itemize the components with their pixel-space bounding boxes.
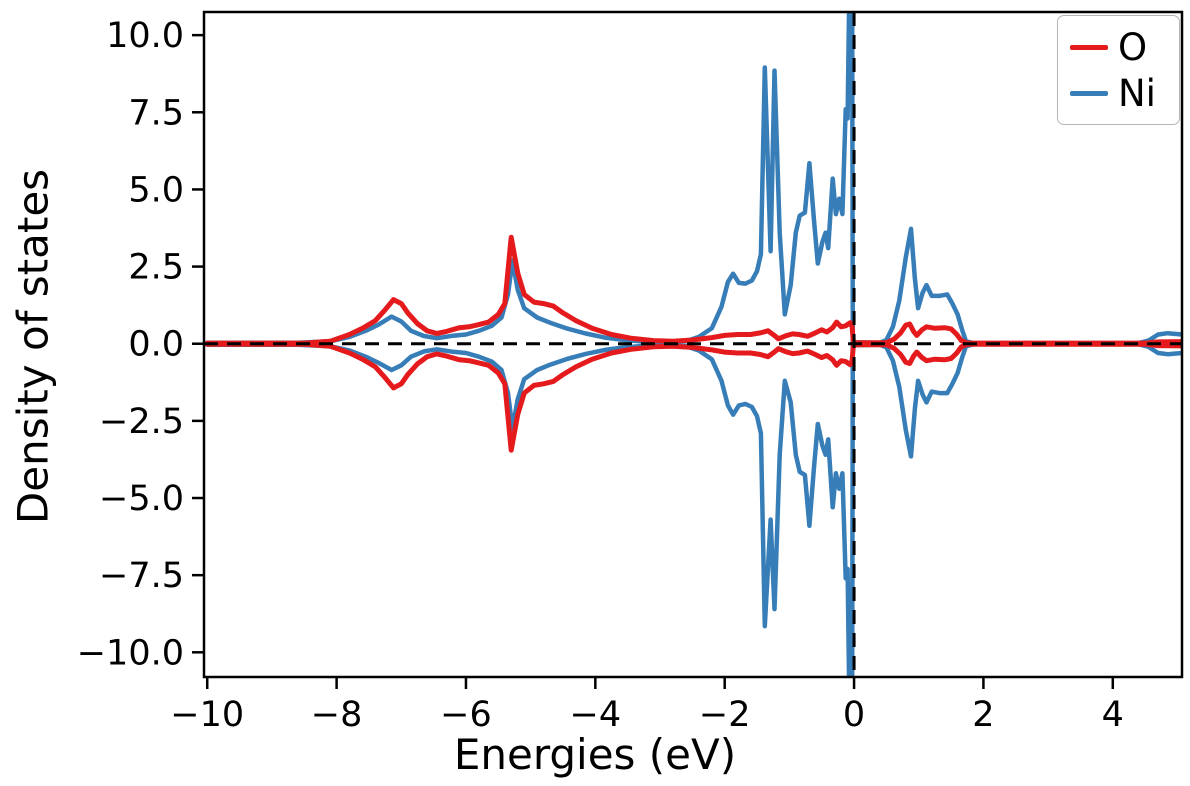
- x-axis-label: Energies (eV): [453, 730, 737, 779]
- x-tick-label: −6: [440, 695, 492, 735]
- y-tick-label: −7.5: [99, 556, 184, 596]
- y-tick-label: 7.5: [128, 93, 184, 133]
- x-tick-label: −2: [699, 695, 751, 735]
- legend: O Ni: [1057, 15, 1180, 125]
- legend-entry-o: O: [1070, 24, 1169, 70]
- y-tick-label: 2.5: [128, 248, 184, 288]
- y-tick-label: 10.0: [106, 16, 184, 56]
- ni-legend-line-sample: [1070, 90, 1108, 96]
- x-tick-label: 2: [972, 695, 994, 735]
- y-tick-label: 5.0: [128, 170, 184, 210]
- o-y-spin-down-line: [204, 341, 1182, 453]
- y-axis-label: Density of states: [8, 168, 58, 525]
- y-tick-label: −2.5: [99, 402, 184, 442]
- x-tick-label: −4: [570, 695, 622, 735]
- y-tick-label: −10.0: [77, 633, 184, 673]
- y-tick-label: −5.0: [99, 479, 184, 519]
- x-tick-label: −8: [311, 695, 363, 735]
- ni-y-spin-down-line: [204, 342, 1182, 677]
- x-tick-label: 4: [1102, 695, 1124, 735]
- x-tick-label: −10: [170, 695, 244, 735]
- o-y-spin-up-line: [204, 234, 1182, 346]
- legend-entry-ni: Ni: [1070, 70, 1169, 116]
- o-legend-label: O: [1118, 25, 1148, 69]
- curves-group: [204, 12, 1182, 677]
- y-tick-label: 0.0: [128, 325, 184, 365]
- plot-frame: [202, 10, 1184, 679]
- x-tick-label: 0: [843, 695, 865, 735]
- ni-y-spin-up-line: [204, 12, 1182, 346]
- ni-legend-label: Ni: [1118, 71, 1156, 115]
- o-legend-line-sample: [1070, 44, 1108, 50]
